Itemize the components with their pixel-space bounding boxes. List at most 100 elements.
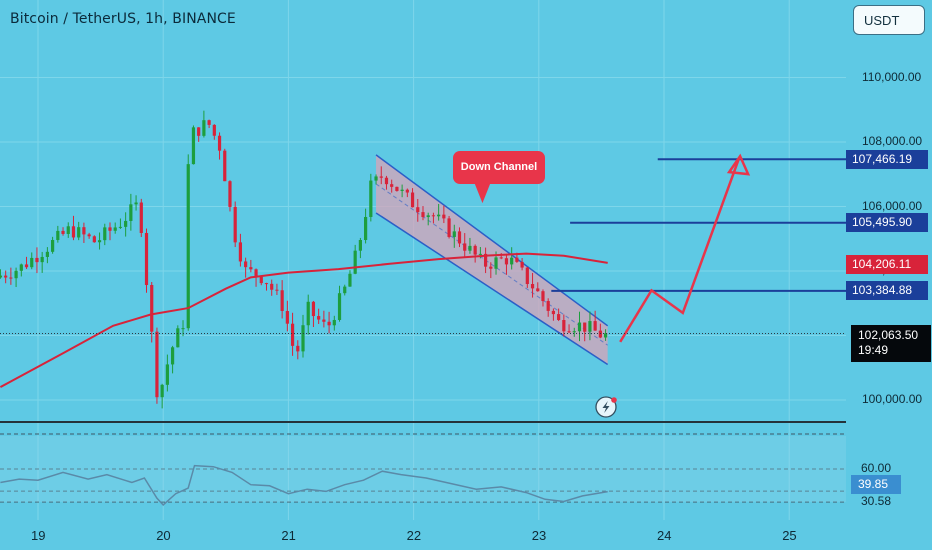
moving-average-line bbox=[0, 252, 608, 388]
candle-body bbox=[343, 286, 347, 294]
candle-body bbox=[426, 215, 430, 218]
candle-body bbox=[379, 176, 383, 178]
candle-body bbox=[463, 243, 467, 251]
candle-body bbox=[358, 240, 362, 251]
candle-body bbox=[442, 214, 446, 219]
candle-body bbox=[520, 261, 524, 268]
countdown-value: 19:49 bbox=[858, 343, 889, 357]
candle-body bbox=[494, 257, 498, 269]
lightning-icon[interactable] bbox=[595, 396, 617, 418]
channel-upper-border bbox=[375, 154, 609, 327]
candle-body bbox=[306, 301, 310, 326]
rsi-line bbox=[0, 464, 608, 506]
candle-body bbox=[259, 276, 263, 284]
candle-body bbox=[113, 227, 117, 231]
candle-body bbox=[92, 236, 96, 243]
candle-body bbox=[97, 240, 102, 243]
candle-body bbox=[301, 325, 305, 352]
candle-body bbox=[51, 240, 55, 252]
candle-body bbox=[369, 180, 373, 217]
date-axis-label: 23 bbox=[531, 528, 547, 543]
date-axis-label: 22 bbox=[406, 528, 422, 543]
candle-body bbox=[572, 331, 576, 333]
candle-body bbox=[191, 127, 196, 165]
down-channel-callout: Down Channel bbox=[453, 151, 545, 184]
current-price-tag: 102,063.50 19:49 bbox=[851, 325, 931, 362]
candle-body bbox=[170, 347, 175, 365]
candle-body bbox=[499, 257, 503, 259]
candle-body bbox=[577, 322, 582, 332]
candle-body bbox=[103, 227, 107, 241]
candle-body bbox=[603, 333, 608, 338]
candle-body bbox=[530, 284, 535, 289]
candle-body bbox=[238, 242, 243, 262]
candle-body bbox=[66, 226, 70, 234]
candle-body bbox=[249, 267, 253, 270]
projection-arrow-head bbox=[726, 153, 751, 176]
candles bbox=[0, 110, 608, 409]
candle-body bbox=[468, 245, 472, 251]
price-level-tag: 103,384.88 bbox=[846, 281, 928, 301]
rsi-axis-label: 60.00 bbox=[861, 460, 892, 475]
price-level-tag: 107,466.19 bbox=[846, 149, 928, 169]
channel-lower-border bbox=[375, 212, 609, 366]
candle-body bbox=[197, 127, 201, 136]
candle-body bbox=[489, 266, 493, 269]
price-axis-label: 110,000.00 bbox=[862, 69, 922, 84]
candle-body bbox=[19, 264, 23, 271]
callout-pointer bbox=[474, 183, 491, 204]
candle-body bbox=[24, 264, 29, 268]
candle-body bbox=[228, 181, 232, 207]
candle-body bbox=[165, 364, 169, 385]
candle-body bbox=[264, 283, 269, 285]
candle-body bbox=[374, 176, 378, 181]
candle-body bbox=[30, 257, 34, 268]
price-level-tag: 105,495.90 bbox=[846, 213, 928, 233]
candle-body bbox=[144, 232, 149, 285]
candle-body bbox=[541, 291, 545, 302]
date-axis-label: 24 bbox=[657, 528, 672, 543]
candle-body bbox=[483, 253, 488, 267]
currency-button[interactable]: USDT bbox=[853, 5, 925, 35]
candle-body bbox=[212, 124, 216, 136]
candle-body bbox=[280, 290, 284, 311]
candle-body bbox=[35, 257, 39, 263]
candle-body bbox=[176, 328, 180, 348]
candle-body bbox=[124, 220, 128, 227]
candle-body bbox=[322, 319, 326, 322]
down-channel bbox=[375, 154, 609, 366]
candle-body bbox=[202, 120, 206, 136]
channel-fill bbox=[376, 154, 608, 365]
candle-body bbox=[285, 310, 289, 324]
candle-body bbox=[61, 230, 65, 234]
rsi-reference-lines bbox=[0, 433, 846, 503]
candle-body bbox=[384, 177, 389, 185]
candle-body bbox=[473, 245, 477, 255]
candle-body bbox=[400, 189, 404, 191]
candle-body bbox=[327, 321, 331, 326]
candle-body bbox=[9, 277, 13, 279]
candle-body bbox=[71, 226, 76, 238]
candle-body bbox=[45, 251, 49, 257]
candle-body bbox=[348, 273, 352, 287]
candle-body bbox=[421, 212, 425, 218]
date-axis-label: 20 bbox=[156, 528, 171, 543]
candle-body bbox=[337, 293, 342, 320]
candle-body bbox=[353, 250, 357, 274]
candle-body bbox=[108, 227, 112, 231]
candle-body bbox=[244, 261, 248, 268]
candle-body bbox=[150, 284, 154, 332]
candle-body bbox=[410, 192, 415, 208]
candle-body bbox=[77, 227, 81, 238]
candle-body bbox=[296, 345, 300, 352]
candle-body bbox=[87, 234, 91, 237]
price-levels bbox=[551, 158, 846, 292]
candle-body bbox=[134, 202, 138, 205]
candle-body bbox=[14, 270, 18, 279]
candle-body bbox=[583, 322, 587, 332]
candle-body bbox=[593, 321, 597, 331]
candle-body bbox=[40, 256, 44, 263]
channel-median bbox=[375, 183, 608, 346]
candle-body bbox=[129, 204, 133, 221]
